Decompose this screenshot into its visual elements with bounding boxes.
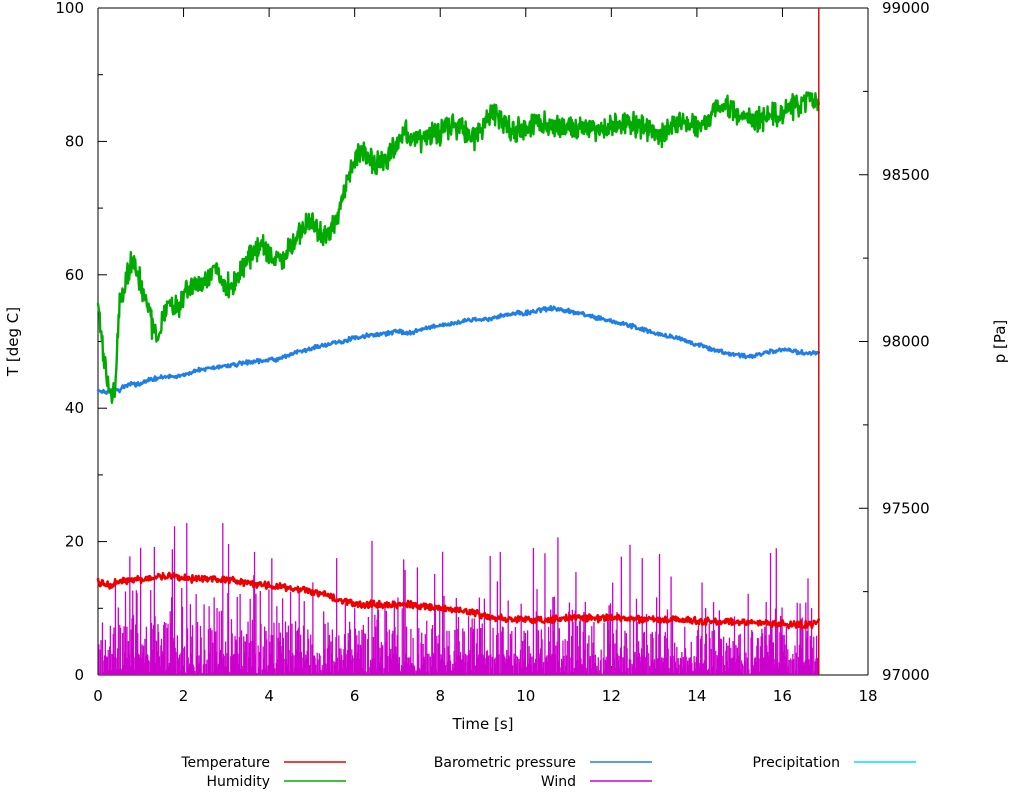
series-line <box>96 305 821 395</box>
y2-tick-label: 98500 <box>882 166 930 184</box>
legend-entry[interactable]: Humidity <box>207 774 346 790</box>
series-wind <box>98 523 820 675</box>
x-tick-label: 0 <box>93 687 103 705</box>
y2-tick-label: 97500 <box>882 499 930 517</box>
x-tick-label: 18 <box>858 687 877 705</box>
right-axis: 97000 97500 98000 98500 99000 p [Pa] <box>859 0 1009 684</box>
x-tick-label: 8 <box>435 687 445 705</box>
legend-entry[interactable]: Barometric pressure <box>434 755 652 771</box>
y-axis-title: T [deg C] <box>4 307 22 377</box>
wind-impulses <box>98 523 820 675</box>
legend-entry[interactable]: Temperature <box>180 755 346 771</box>
y2-axis-title: p [Pa] <box>991 320 1009 364</box>
data-layer <box>96 91 821 675</box>
y2-tick-label: 99000 <box>882 0 930 17</box>
legend-label: Precipitation <box>752 755 840 771</box>
x-axis-title: Time [s] <box>452 715 514 733</box>
series-humidity <box>96 91 820 404</box>
x-tick-label: 14 <box>687 687 706 705</box>
legend: Temperature Barometric pressure Precipitat… <box>180 755 916 790</box>
y-tick-label: 60 <box>65 266 84 284</box>
series-barometric-pressure <box>96 305 821 395</box>
x-tick-label: 2 <box>179 687 189 705</box>
y-tick-label: 0 <box>74 666 84 684</box>
x-tick-label: 10 <box>516 687 535 705</box>
y-tick-label: 20 <box>65 533 84 551</box>
series-line <box>96 571 821 630</box>
series-temperature <box>96 571 821 630</box>
plot-frame <box>97 7 869 676</box>
left-axis: 0 20 40 60 80 100 T [deg C] <box>4 0 107 684</box>
series-line <box>96 91 820 404</box>
y-tick-label: 40 <box>65 399 84 417</box>
x-tick-label: 16 <box>773 687 792 705</box>
y2-tick-label: 98000 <box>882 333 930 351</box>
x-axis: 0 2 4 6 8 10 12 14 16 18 Time [s] <box>93 8 878 733</box>
y2-tick-label: 97000 <box>882 666 930 684</box>
x-tick-label: 4 <box>264 687 274 705</box>
legend-label: Wind <box>541 774 576 790</box>
legend-label: Barometric pressure <box>434 755 576 771</box>
legend-label: Humidity <box>207 774 270 790</box>
y-tick-label: 80 <box>65 132 84 150</box>
legend-entry[interactable]: Precipitation <box>752 755 916 771</box>
x-tick-label: 6 <box>350 687 360 705</box>
y-tick-label: 100 <box>55 0 84 17</box>
legend-entry[interactable]: Wind <box>541 774 652 790</box>
x-tick-label: 12 <box>602 687 621 705</box>
legend-label: Temperature <box>180 755 270 771</box>
